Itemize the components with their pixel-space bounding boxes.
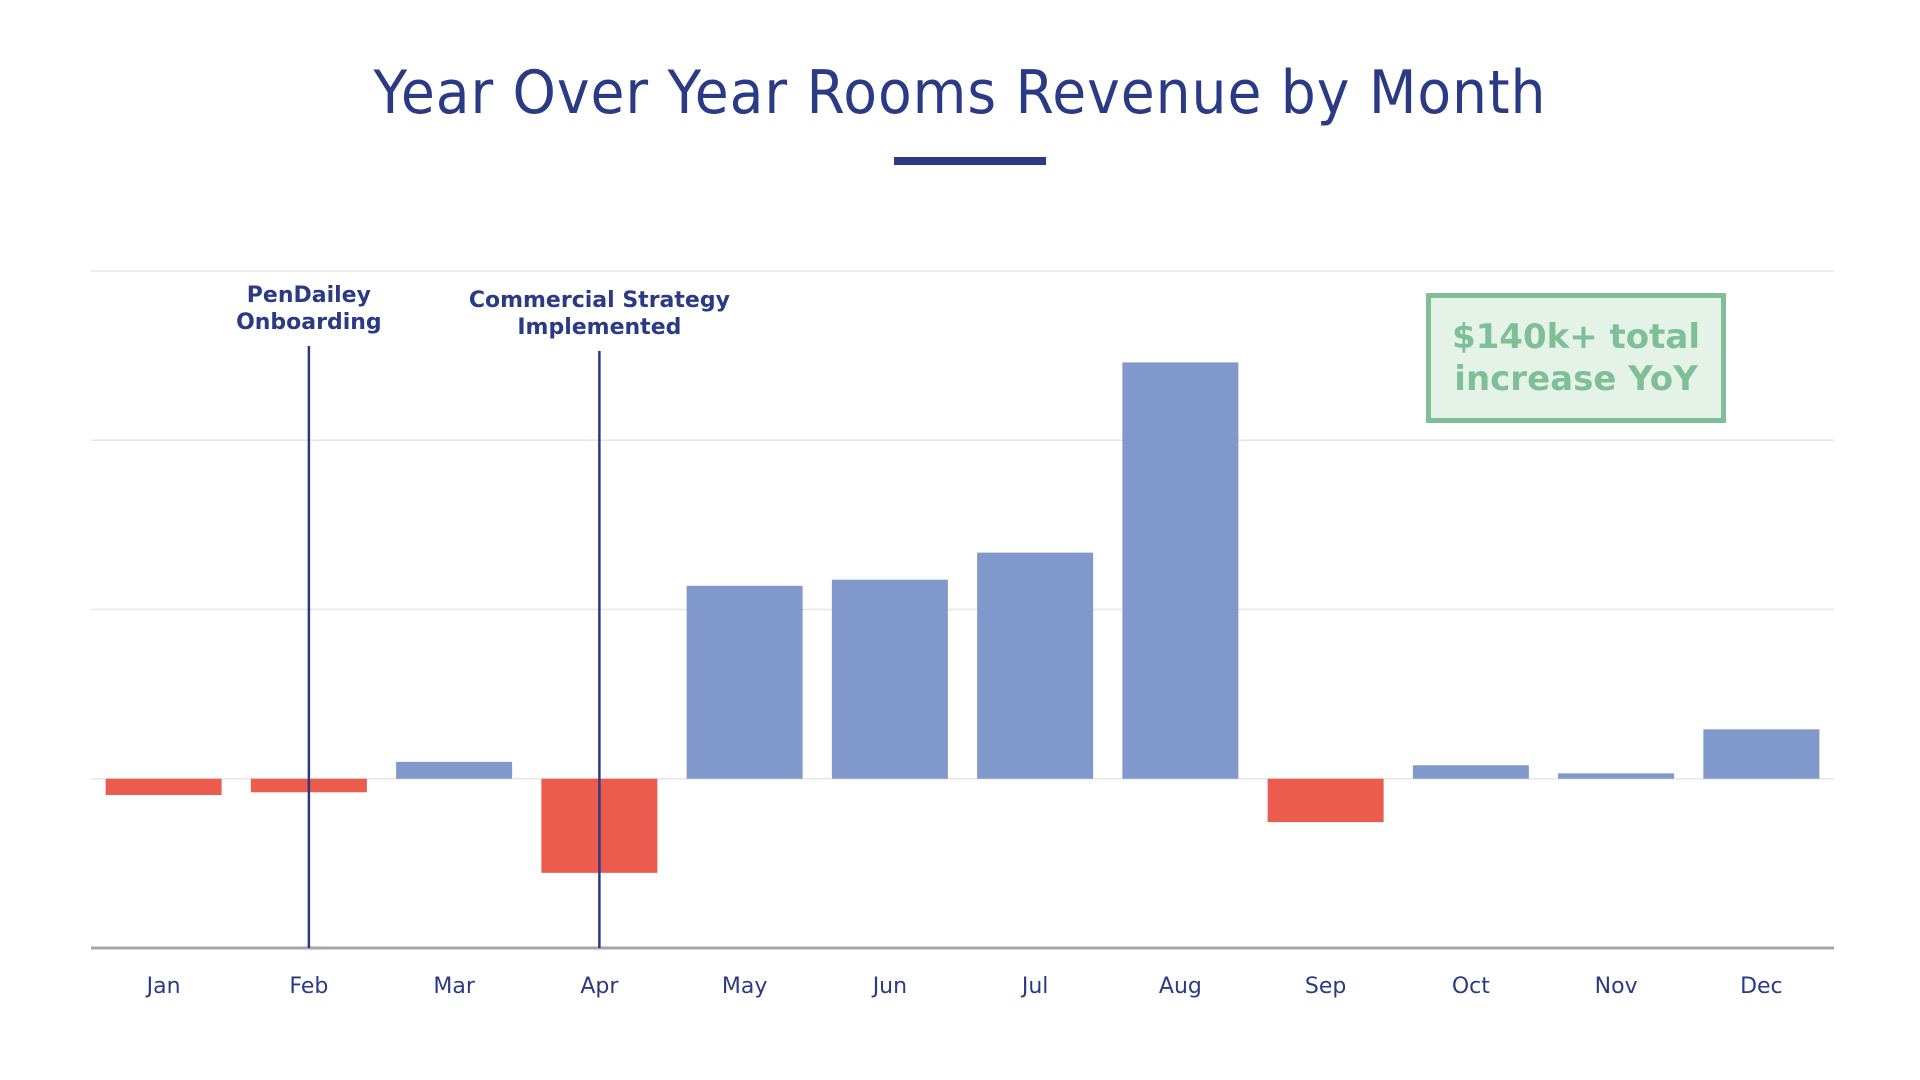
annotation-label: Onboarding bbox=[236, 310, 382, 335]
x-tick-label: Nov bbox=[1595, 974, 1638, 999]
x-tick-label: Jun bbox=[871, 974, 907, 999]
bar-sep bbox=[1267, 778, 1384, 823]
bar-jun bbox=[831, 579, 948, 779]
x-tick-label: Oct bbox=[1452, 974, 1490, 999]
chart-title: Year Over Year Rooms Revenue by Month bbox=[373, 58, 1547, 128]
x-tick-label: Jul bbox=[1020, 974, 1049, 999]
kpi-line-1: $140k+ total bbox=[1451, 317, 1701, 357]
x-tick-label: Sep bbox=[1305, 974, 1346, 999]
bar-nov bbox=[1558, 773, 1675, 779]
x-tick-label: Dec bbox=[1740, 974, 1783, 999]
x-tick-label: Feb bbox=[289, 974, 328, 999]
gridlines bbox=[91, 270, 1834, 950]
x-tick-label: Apr bbox=[580, 974, 619, 999]
x-tick-label: Aug bbox=[1159, 974, 1202, 999]
title-underline bbox=[894, 157, 1046, 165]
bar-jan bbox=[105, 778, 222, 795]
bar-jul bbox=[977, 552, 1094, 779]
kpi-callout-box: $140k+ total increase YoY bbox=[1426, 293, 1726, 423]
annotation-label: Implemented bbox=[517, 315, 681, 340]
x-axis-labels: Jan Feb Mar Apr May Jun Jul Aug Sep Oct Nov Dec bbox=[145, 974, 1783, 999]
x-tick-label: Jan bbox=[145, 974, 181, 999]
bars bbox=[105, 362, 1820, 873]
annotation-label: Commercial Strategy bbox=[469, 288, 730, 313]
x-tick-label: Mar bbox=[433, 974, 475, 999]
bar-aug bbox=[1122, 362, 1239, 779]
x-tick-label: May bbox=[722, 974, 767, 999]
bar-oct bbox=[1412, 765, 1529, 779]
bar-dec bbox=[1703, 729, 1820, 779]
bar-mar bbox=[396, 761, 513, 779]
bar-may bbox=[686, 585, 803, 779]
kpi-line-2: increase YoY bbox=[1454, 359, 1698, 399]
annotation-label: PenDailey bbox=[247, 283, 371, 308]
